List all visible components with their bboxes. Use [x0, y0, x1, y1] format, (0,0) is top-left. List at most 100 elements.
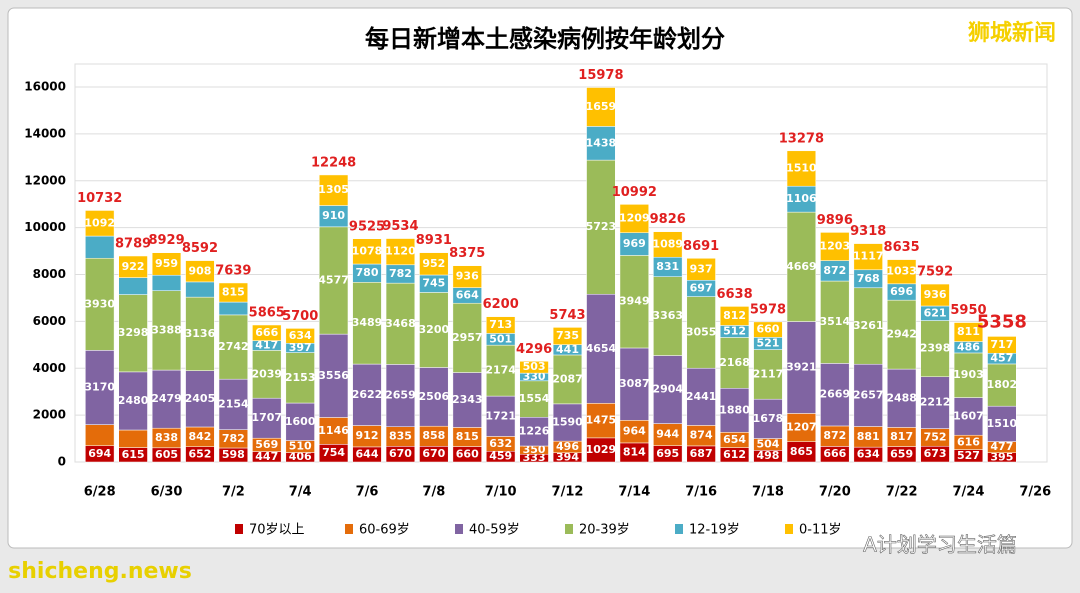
data-label: 666: [823, 447, 846, 460]
data-label: 2622: [352, 388, 383, 401]
data-label: 1554: [519, 392, 550, 405]
legend-label: 70岁以上: [249, 523, 305, 538]
total-label: 5743: [549, 308, 585, 323]
bar-segment: [786, 413, 817, 442]
data-label: 652: [188, 447, 211, 460]
data-label: 768: [857, 272, 880, 285]
data-label: 2480: [118, 394, 149, 407]
total-label: 7639: [215, 263, 251, 278]
data-label: 417: [255, 339, 278, 352]
data-label: 969: [623, 237, 646, 250]
bar-segment: [753, 349, 783, 400]
total-label: 8931: [416, 233, 452, 248]
data-label: 3170: [84, 380, 115, 393]
data-label: 1880: [719, 403, 750, 416]
data-label: 3055: [686, 325, 717, 338]
data-label: 632: [489, 437, 512, 450]
y-tick-label: 0: [58, 455, 66, 469]
bar-segment: [686, 258, 716, 281]
bar-segment: [920, 376, 950, 429]
bar-segment: [151, 290, 182, 371]
data-label: 2154: [218, 397, 249, 410]
data-label: 2742: [218, 340, 249, 353]
bar-segment: [151, 369, 182, 429]
x-tick-label: 6/30: [151, 485, 183, 500]
data-label: 2174: [485, 364, 516, 377]
data-label: 872: [823, 264, 846, 277]
total-label: 7592: [917, 265, 953, 280]
data-label: 1802: [987, 378, 1018, 391]
data-label: 1203: [819, 240, 850, 253]
total-label: 9896: [817, 213, 853, 228]
data-label: 2488: [886, 391, 917, 404]
data-label: 1209: [619, 212, 650, 225]
x-tick-label: 7/24: [953, 485, 985, 500]
bar-segment: [285, 402, 315, 441]
bar-segment: [318, 226, 349, 335]
legend-label: 12-19岁: [689, 523, 740, 538]
bar-segment: [920, 283, 950, 307]
bar-segment: [586, 293, 616, 404]
data-label: 1510: [987, 417, 1018, 430]
data-label: 397: [289, 341, 312, 354]
data-label: 2942: [886, 328, 917, 341]
bar-segment: [853, 287, 883, 365]
y-tick-label: 12000: [24, 173, 66, 187]
data-label: 1438: [586, 136, 617, 149]
bar-segment: [719, 306, 750, 326]
total-label: 5978: [750, 302, 786, 317]
data-label: 817: [890, 430, 913, 443]
bar-segment: [586, 126, 616, 161]
bar-segment: [786, 185, 817, 213]
bar-segment: [419, 367, 449, 427]
data-label: 1590: [552, 416, 583, 429]
total-label: 9826: [650, 212, 686, 227]
data-label: 964: [623, 425, 646, 438]
x-tick-label: 7/4: [289, 485, 312, 500]
bar-segment: [118, 255, 148, 278]
legend-label: 60-69岁: [359, 523, 410, 538]
data-label: 1475: [586, 414, 617, 427]
legend-swatch: [345, 524, 353, 534]
data-label: 605: [155, 448, 178, 461]
data-label: 838: [155, 431, 178, 444]
bar-segment: [820, 232, 850, 261]
legend-label: 40-59岁: [469, 523, 520, 538]
data-label: 694: [88, 447, 111, 460]
data-label: 659: [890, 447, 913, 460]
bar-segment: [486, 395, 516, 437]
bar-segment: [586, 87, 616, 127]
data-label: 1029: [586, 443, 617, 456]
data-label: 2039: [251, 367, 282, 380]
data-label: 908: [188, 264, 211, 277]
bar-segment: [920, 320, 950, 378]
data-label: 664: [456, 288, 479, 301]
data-label: 3363: [652, 309, 683, 322]
data-label: 2398: [920, 342, 951, 355]
bar-segment: [218, 378, 248, 430]
data-label: 457: [990, 352, 1013, 365]
data-label: 1146: [318, 424, 349, 437]
total-label: 5358: [977, 311, 1027, 332]
data-label: 752: [924, 430, 947, 443]
bar-segment: [285, 328, 315, 344]
data-label: 615: [122, 448, 145, 461]
bar-segment: [419, 252, 449, 276]
data-label: 3489: [352, 316, 383, 329]
bar-segment: [385, 364, 416, 427]
x-tick-label: 7/2: [222, 485, 245, 500]
data-label: 441: [556, 343, 579, 356]
data-label: 782: [222, 432, 245, 445]
data-label: 912: [356, 429, 379, 442]
legend-swatch: [235, 524, 243, 534]
total-label: 15978: [578, 68, 623, 83]
bar-segment: [653, 355, 683, 424]
data-label: 673: [924, 447, 947, 460]
data-label: 782: [389, 267, 412, 280]
data-label: 952: [422, 257, 445, 270]
data-label: 717: [990, 338, 1013, 351]
data-label: 3514: [819, 315, 850, 328]
data-label: 815: [222, 286, 245, 299]
data-label: 944: [656, 428, 679, 441]
legend-swatch: [455, 524, 463, 534]
